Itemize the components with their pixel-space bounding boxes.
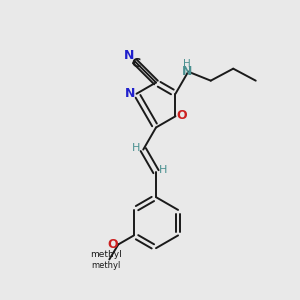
Text: O: O <box>108 238 118 251</box>
Text: H: H <box>183 59 190 69</box>
Text: N: N <box>125 87 135 100</box>
Text: H: H <box>159 165 168 175</box>
Text: C: C <box>132 57 141 70</box>
Text: O: O <box>177 109 188 122</box>
Text: H: H <box>132 143 140 153</box>
Text: N: N <box>124 50 135 62</box>
Text: methyl: methyl <box>91 250 122 260</box>
Text: N: N <box>182 65 192 78</box>
Text: methyl: methyl <box>92 261 121 270</box>
